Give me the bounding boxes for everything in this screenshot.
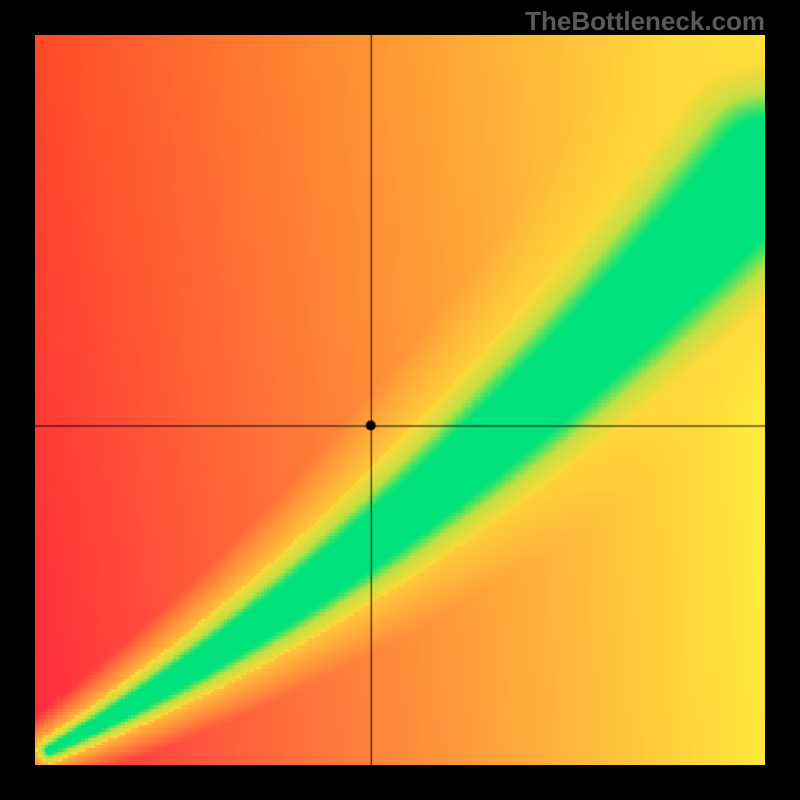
watermark-text: TheBottleneck.com: [525, 6, 765, 37]
bottleneck-heatmap: [35, 35, 765, 765]
chart-container: TheBottleneck.com: [0, 0, 800, 800]
